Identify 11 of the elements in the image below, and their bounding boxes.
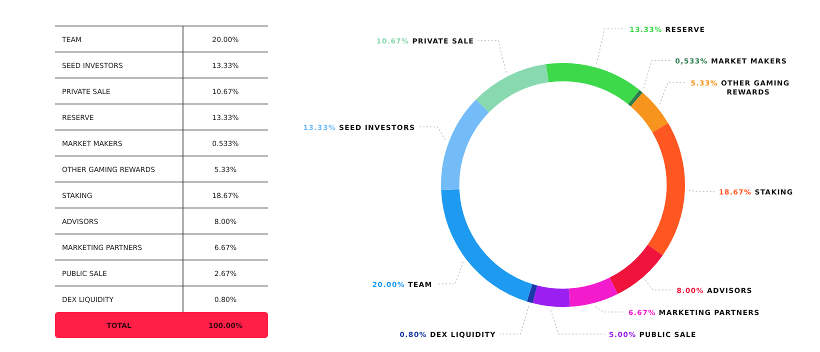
donut-slice	[546, 63, 640, 104]
donut-slice	[648, 123, 685, 256]
donut-slice	[610, 244, 663, 294]
donut-slice	[628, 90, 643, 106]
donut-slice	[568, 278, 618, 307]
donut-slice	[630, 92, 668, 132]
donut-slice	[476, 64, 549, 112]
donut-slice	[532, 285, 570, 307]
donut-slice	[441, 189, 532, 302]
donut-slice	[526, 284, 538, 304]
donut-slice	[441, 100, 489, 190]
